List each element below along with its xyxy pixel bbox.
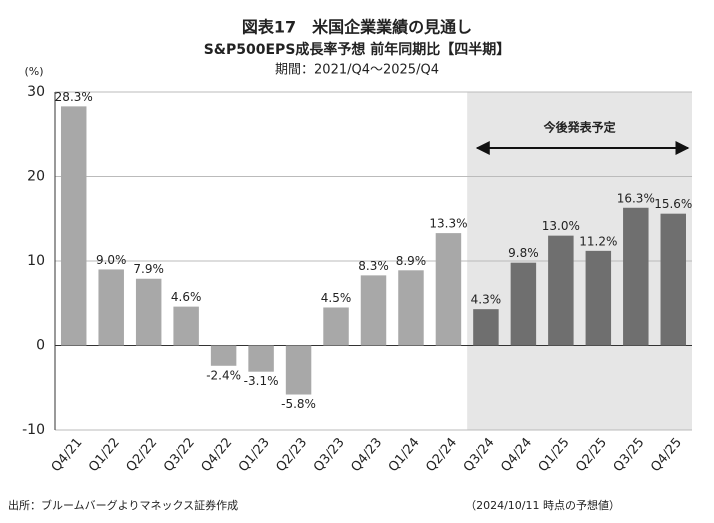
y-tick-label: -10 (22, 422, 45, 438)
bar (98, 269, 124, 346)
source: 出所：ブルームバーグよりマネックス証券作成 (8, 498, 238, 512)
note: （2024/10/11 時点の予想値） (465, 498, 620, 512)
y-tick-label: 30 (27, 84, 45, 100)
value-label: 8.9% (396, 254, 427, 268)
x-tick-label: Q2/22 (124, 435, 161, 475)
y-tick-label: 10 (27, 253, 45, 269)
value-label: -5.8% (281, 397, 316, 411)
y-tick-label: 0 (36, 338, 45, 354)
bar (510, 262, 537, 346)
bar (210, 345, 237, 366)
bar (323, 307, 349, 346)
value-label: -3.1% (244, 374, 279, 388)
bar (173, 306, 199, 346)
x-tick-label: Q2/24 (423, 435, 460, 475)
value-label: 13.0% (542, 219, 580, 233)
bar (548, 235, 574, 346)
value-label: 9.8% (508, 246, 539, 260)
x-tick-label: Q1/24 (386, 435, 423, 475)
value-label: 11.2% (579, 234, 617, 248)
x-tick-label: Q1/22 (86, 435, 123, 475)
x-tick-label: Q4/23 (348, 435, 385, 475)
chart-subtitle: S&P500EPS成長率予想 前年同期比【四半期】 (204, 41, 511, 58)
value-label: -2.4% (206, 368, 241, 382)
value-label: 15.6% (654, 197, 692, 211)
bar (360, 275, 387, 346)
x-tick-label: Q4/21 (49, 435, 86, 475)
bar (248, 345, 274, 372)
chart-title: 図表17 米国企業業績の見通し (242, 18, 472, 37)
bar (285, 345, 312, 395)
chart-period: 期間：2021/Q4～2025/Q4 (275, 63, 439, 78)
bar (660, 213, 687, 346)
x-tick-label: Q4/24 (498, 435, 535, 475)
bar (623, 207, 649, 346)
x-tick-label: Q2/23 (273, 435, 310, 475)
y-tick-label: 20 (27, 169, 45, 185)
x-tick-label: Q3/22 (161, 435, 198, 475)
y-unit: (%) (24, 65, 43, 78)
bar (60, 106, 87, 346)
bar (398, 270, 424, 346)
forecast-label: 今後発表予定 (543, 120, 616, 135)
x-tick-label: Q1/25 (536, 435, 573, 475)
bar (585, 250, 612, 346)
x-tick-label: Q4/22 (199, 435, 236, 475)
value-label: 4.5% (321, 291, 352, 305)
x-tick-label: Q3/23 (311, 435, 348, 475)
x-tick-label: Q2/25 (573, 435, 610, 475)
x-tick-label: Q1/23 (236, 435, 273, 475)
value-label: 9.0% (96, 253, 127, 267)
value-label: 7.9% (133, 262, 164, 276)
bar (135, 278, 162, 346)
value-label: 13.3% (429, 217, 467, 231)
value-label: 4.3% (471, 293, 502, 307)
value-label: 8.3% (358, 259, 389, 273)
x-tick-label: Q3/24 (461, 435, 498, 475)
x-tick-label: Q4/25 (648, 435, 685, 475)
x-tick-label: Q3/25 (611, 435, 648, 475)
bar (473, 309, 499, 346)
value-label: 4.6% (171, 290, 202, 304)
value-label: 28.3% (55, 90, 93, 104)
bar (435, 233, 462, 346)
value-label: 16.3% (617, 191, 655, 205)
